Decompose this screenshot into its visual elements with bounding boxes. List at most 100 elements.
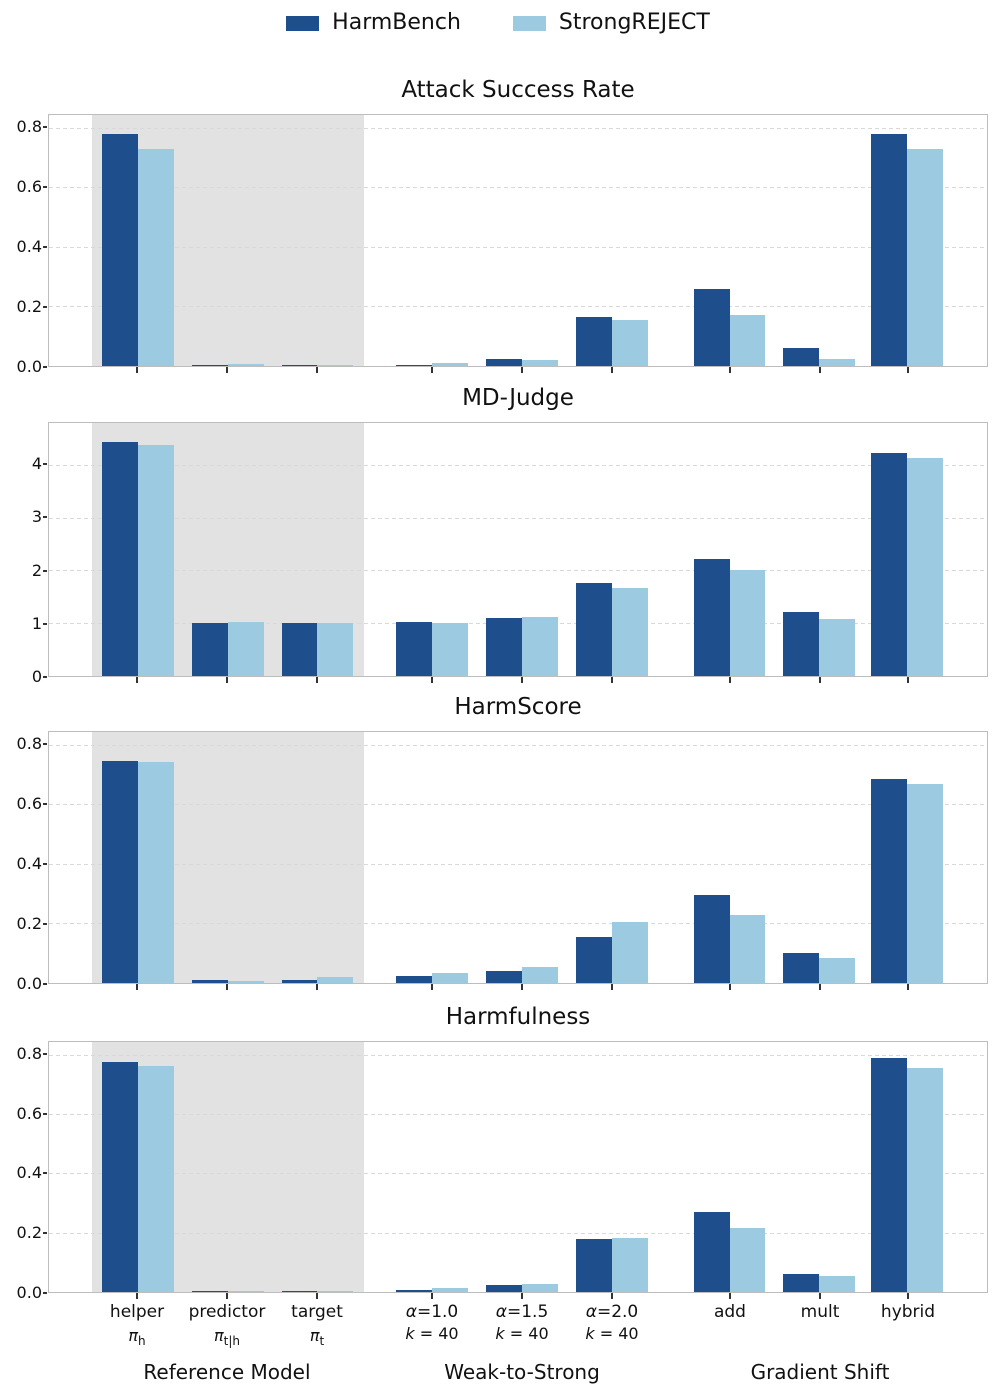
bar-strongreject-hybrid xyxy=(907,784,944,983)
x-label-add: add xyxy=(713,1302,746,1322)
legend-item-strongreject: StrongREJECT xyxy=(512,10,710,35)
y-tick-label: 0.6 xyxy=(16,176,42,196)
y-tick-label: 0.2 xyxy=(16,1223,42,1243)
bar-harmbench-alpha-2-0 xyxy=(575,316,612,366)
bar-strongreject-alpha-1-5 xyxy=(522,966,558,983)
bar-strongreject-mult xyxy=(819,957,856,983)
x-label-text: =1.5 xyxy=(507,1302,549,1322)
x-tick-mark-target xyxy=(316,1293,319,1299)
bar-harmbench-add xyxy=(693,895,730,983)
bar-strongreject-target xyxy=(317,977,354,983)
bar-harmbench-alpha-1-0 xyxy=(396,364,433,366)
x-tick-mark-mult xyxy=(819,677,822,683)
x-sublabel-alpha-1-0: k = 40 xyxy=(405,1326,458,1342)
x-label-alpha-1-5: α=1.5 xyxy=(496,1304,549,1321)
bar-harmbench-target xyxy=(281,1291,318,1292)
x-tick-mark-add xyxy=(728,1293,731,1299)
bar-strongreject-alpha-2-0 xyxy=(611,587,648,676)
y-tick-label: 0.8 xyxy=(16,116,42,136)
x-sublabel-target: πt xyxy=(310,1328,324,1348)
bar-harmbench-helper xyxy=(101,133,138,366)
bar-strongreject-mult xyxy=(819,358,856,366)
y-tick-mark xyxy=(43,185,47,188)
legend-swatch-strongreject-icon xyxy=(512,15,546,31)
y-tick-mark xyxy=(43,366,47,368)
y-tick-mark xyxy=(43,862,47,865)
y-tick-label: 1 xyxy=(31,613,42,633)
x-label-text: =1.0 xyxy=(416,1302,459,1322)
bar-harmbench-add xyxy=(693,558,730,676)
bar-strongreject-alpha-2-0 xyxy=(611,319,648,366)
y-tick-mark xyxy=(43,125,47,128)
bar-harmbench-alpha-1-5 xyxy=(486,618,523,676)
bar-harmbench-helper xyxy=(101,1062,138,1292)
k-value: = 40 xyxy=(594,1324,639,1343)
x-label-helper: helper xyxy=(109,1302,165,1322)
k-symbol: k xyxy=(585,1324,595,1343)
bar-harmbench-helper xyxy=(101,761,138,983)
x-tick-mark-add xyxy=(728,677,731,683)
x-tick-mark-hybrid xyxy=(907,367,909,373)
gridline-3 xyxy=(49,517,987,519)
y-tick-mark xyxy=(43,922,47,925)
y-tick-mark xyxy=(43,1112,47,1115)
bar-harmbench-hybrid xyxy=(871,779,908,983)
bar-strongreject-add xyxy=(729,570,766,676)
x-tick-mark-predictor xyxy=(225,984,228,990)
legend-label-strongreject: StrongREJECT xyxy=(558,10,710,35)
x-tick-mark-helper xyxy=(136,984,139,990)
gridline-0.4 xyxy=(49,246,987,248)
y-tick-mark xyxy=(43,622,47,625)
y-tick-mark xyxy=(43,676,47,678)
gridline-0.6 xyxy=(49,187,987,189)
bar-harmbench-add xyxy=(693,1211,730,1292)
bar-strongreject-mult xyxy=(819,1276,856,1292)
x-tick-mark-alpha-2-0 xyxy=(611,1293,613,1299)
k-value: = 40 xyxy=(414,1324,459,1343)
gridline-0.2 xyxy=(49,1232,987,1234)
x-tick-mark-mult xyxy=(819,367,822,373)
legend-swatch-harmbench-icon xyxy=(286,15,320,31)
x-tick-mark-target xyxy=(316,677,319,683)
bar-harmbench-alpha-1-5 xyxy=(486,971,523,983)
x-tick-mark-alpha-1-0 xyxy=(430,1293,433,1299)
gridline-0.8 xyxy=(49,1054,987,1056)
x-tick-mark-alpha-1-5 xyxy=(521,677,524,683)
bar-strongreject-alpha-1-0 xyxy=(432,623,469,676)
y-tick-label: 0.0 xyxy=(16,974,42,993)
gridline-0.6 xyxy=(49,1114,987,1116)
y-tick-mark xyxy=(43,245,47,248)
x-tick-mark-alpha-1-0 xyxy=(430,367,433,373)
gridline-0.2 xyxy=(49,923,987,925)
y-tick-label: 0.4 xyxy=(16,236,42,256)
x-tick-mark-helper xyxy=(136,677,139,683)
bar-harmbench-alpha-1-0 xyxy=(396,1290,433,1292)
y-tick-label: 0.4 xyxy=(16,1163,42,1183)
k-symbol: k xyxy=(495,1324,505,1343)
bar-strongreject-helper xyxy=(137,1065,174,1292)
bar-harmbench-hybrid xyxy=(871,133,908,366)
bar-strongreject-helper xyxy=(137,445,174,676)
bar-strongreject-alpha-2-0 xyxy=(611,921,648,983)
y-tick-mark xyxy=(43,305,47,308)
panel-title-1: MD-Judge xyxy=(462,385,574,411)
y-tick-label: 0.4 xyxy=(16,853,42,873)
x-tick-mark-hybrid xyxy=(907,1293,909,1299)
bar-strongreject-helper xyxy=(137,762,174,983)
bar-strongreject-alpha-1-0 xyxy=(432,1288,469,1292)
bar-strongreject-predictor xyxy=(227,1290,264,1292)
y-tick-label: 0.6 xyxy=(16,793,42,813)
bar-strongreject-alpha-2-0 xyxy=(611,1237,648,1292)
x-tick-mark-alpha-1-0 xyxy=(430,984,433,990)
plot-area-1 xyxy=(48,422,988,677)
panel-title-3: Harmfulness xyxy=(445,1004,591,1030)
plot-area-3 xyxy=(48,1041,988,1293)
bar-strongreject-target xyxy=(317,623,354,676)
bar-strongreject-predictor xyxy=(227,980,264,983)
gridline-0.8 xyxy=(49,127,987,129)
plot-area-2 xyxy=(48,731,988,984)
x-tick-mark-add xyxy=(728,367,731,373)
y-tick-label: 0.2 xyxy=(16,913,42,933)
bar-harmbench-alpha-2-0 xyxy=(575,583,612,676)
bar-strongreject-target xyxy=(317,364,354,366)
